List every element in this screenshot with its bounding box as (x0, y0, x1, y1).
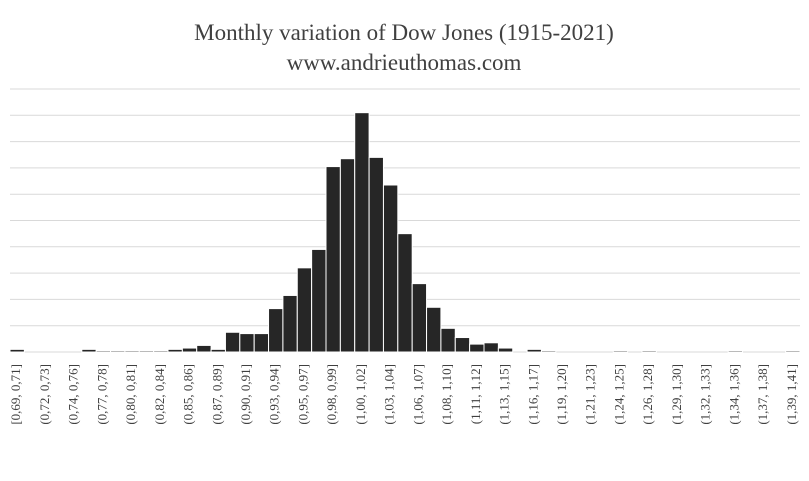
bar (440, 327, 456, 353)
x-tick-label: (0,87, 0,89] (209, 364, 224, 425)
x-tick-label: (1,37, 1,38] (755, 364, 770, 425)
bar (411, 283, 428, 353)
bar (641, 350, 657, 353)
x-tick-label: [0,69, 0,71] (8, 364, 23, 425)
bar (540, 350, 557, 353)
bar (785, 350, 801, 353)
bar (224, 331, 241, 353)
bar (325, 166, 341, 353)
bar (124, 350, 140, 353)
chart-subtitle: www.andrieuthomas.com (287, 50, 522, 75)
x-tick-label: (1,13, 1,15] (497, 364, 512, 425)
bar (354, 112, 370, 353)
x-tick-label: (1,06, 1,07] (410, 364, 425, 425)
bar (110, 350, 126, 353)
bar (454, 337, 471, 353)
bar (153, 350, 169, 353)
x-tick-label: (0,77, 0,78] (94, 364, 109, 425)
x-tick-label: (0,95, 0,97] (295, 364, 310, 425)
x-tick-label: (1,19, 1,20] (554, 364, 569, 425)
bar (167, 348, 183, 353)
x-tick-label: (0,80, 0,81] (123, 364, 138, 425)
x-tick-label: (1,24, 1,25] (611, 364, 626, 425)
bar (382, 184, 399, 353)
x-tick-label: (0,85, 0,86] (181, 364, 196, 425)
bar (81, 348, 97, 353)
bar (138, 350, 155, 353)
chart-title: Monthly variation of Dow Jones (1915-202… (194, 20, 614, 45)
x-tick-label: (0,93, 0,94] (267, 364, 282, 425)
bar (95, 350, 112, 353)
bar (727, 350, 744, 353)
bar (426, 306, 442, 353)
x-tick-label: (1,21, 1,23] (583, 364, 598, 425)
bar (526, 348, 542, 353)
bar (469, 343, 485, 353)
bar (483, 342, 499, 353)
bar (268, 308, 284, 353)
x-tick-label: (1,16, 1,17] (525, 364, 540, 425)
x-tick-label: (1,29, 1,30] (669, 364, 684, 425)
bar (368, 156, 384, 353)
x-tick-label: (0,72, 0,73] (37, 364, 52, 425)
x-tick-label: (1,32, 1,33] (698, 364, 713, 425)
bar (612, 350, 629, 353)
x-tick-label: (1,34, 1,36] (726, 364, 741, 425)
bar (210, 348, 226, 353)
x-tick-label: (1,11, 1,12] (468, 364, 483, 424)
bar (239, 333, 255, 353)
x-tick-label: (1,08, 1,10] (439, 364, 454, 425)
bar (253, 333, 270, 353)
x-tick-label: (0,82, 0,84] (152, 364, 167, 425)
x-tick-label: (0,98, 0,99] (324, 364, 339, 425)
bar (9, 348, 25, 353)
bar (497, 347, 514, 353)
bar (311, 248, 327, 353)
bar (397, 233, 413, 353)
x-tick-label: (0,74, 0,76] (66, 364, 81, 425)
bar (196, 344, 212, 353)
x-tick-label: (1,03, 1,04] (382, 364, 397, 425)
x-tick-label: (1,39, 1,41] (784, 364, 799, 425)
x-tick-label: (1,00, 1,02] (353, 364, 368, 425)
x-tick-label: (1,26, 1,28] (640, 364, 655, 425)
x-tick-label: (0,90, 0,91] (238, 364, 253, 425)
bar (181, 347, 198, 353)
bar (296, 267, 313, 353)
bar (282, 294, 298, 353)
bar (339, 158, 356, 353)
